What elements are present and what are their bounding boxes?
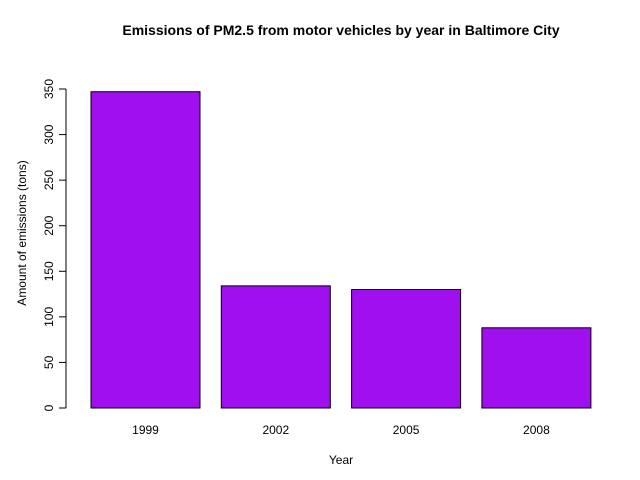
x-axis-label: Year: [329, 453, 353, 467]
bar-2005: [351, 289, 462, 409]
y-tick-label: 350: [42, 79, 56, 99]
bar-2008: [481, 327, 592, 409]
y-tick-label: 50: [42, 355, 56, 369]
y-tick-label: 250: [42, 170, 56, 190]
y-tick-label: 0: [42, 404, 56, 411]
bar-1999: [90, 91, 201, 409]
x-tick-label-2008: 2008: [523, 423, 550, 437]
bar-2002: [220, 285, 331, 409]
x-tick-label-2002: 2002: [262, 423, 289, 437]
y-tick-label: 100: [42, 307, 56, 327]
y-axis: 0 50 100 150 200 250 300 350: [42, 79, 67, 411]
x-tick-label-1999: 1999: [132, 423, 159, 437]
chart-title: Emissions of PM2.5 from motor vehicles b…: [122, 22, 559, 38]
y-tick-label: 150: [42, 261, 56, 281]
bars-group: [90, 91, 592, 409]
plot-area: 0 50 100 150 200 250 300 350 1999 2002 2005 2008: [42, 79, 592, 437]
x-axis-tick-labels: 1999 2002 2005 2008: [132, 423, 550, 437]
x-tick-label-2005: 2005: [393, 423, 420, 437]
y-axis-label: Amount of emissions (tons): [15, 160, 29, 305]
y-tick-label: 200: [42, 215, 56, 235]
y-tick-label: 300: [42, 124, 56, 144]
